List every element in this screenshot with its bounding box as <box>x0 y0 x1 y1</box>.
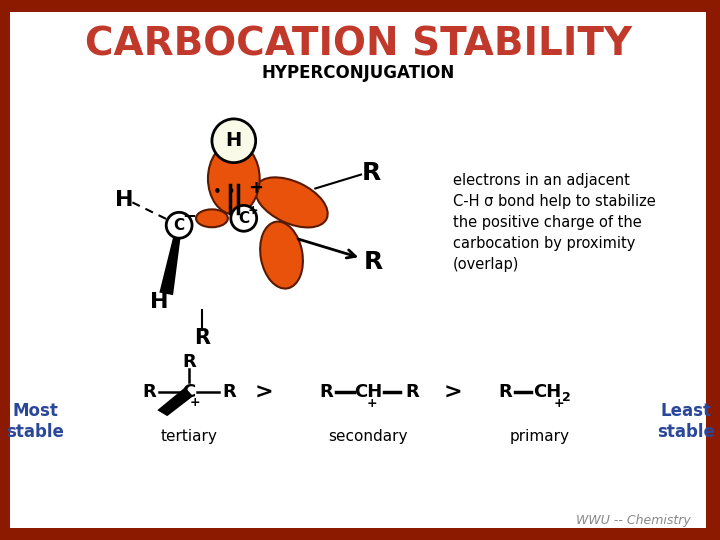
Text: WWU -- Chemistry: WWU -- Chemistry <box>576 514 691 527</box>
Text: +: + <box>248 204 258 217</box>
Text: HYPERCONJUGATION: HYPERCONJUGATION <box>261 64 455 82</box>
Circle shape <box>212 119 256 163</box>
Text: the positive charge of the: the positive charge of the <box>452 215 642 230</box>
Text: R: R <box>194 328 210 348</box>
Text: R: R <box>222 383 235 401</box>
Text: −: − <box>182 206 196 224</box>
Text: +: + <box>190 396 200 409</box>
Ellipse shape <box>255 177 328 227</box>
Text: C: C <box>238 211 249 226</box>
Text: (overlap): (overlap) <box>452 256 519 272</box>
Text: C: C <box>182 383 196 401</box>
Text: +: + <box>248 179 264 198</box>
Text: Least
stable: Least stable <box>657 402 715 441</box>
Text: CH: CH <box>533 383 561 401</box>
Ellipse shape <box>196 210 228 227</box>
Circle shape <box>166 212 192 238</box>
Polygon shape <box>157 387 193 416</box>
Text: R: R <box>364 250 382 274</box>
Text: R: R <box>182 354 196 372</box>
Text: • •: • • <box>212 185 235 200</box>
Polygon shape <box>159 225 182 295</box>
Text: C: C <box>174 218 185 233</box>
Text: R: R <box>143 383 156 401</box>
Text: +: + <box>366 397 377 410</box>
Text: +: + <box>554 397 564 410</box>
Text: R: R <box>361 160 381 185</box>
Text: CH: CH <box>354 383 382 401</box>
Circle shape <box>231 205 256 231</box>
Text: H: H <box>225 131 242 150</box>
Text: H: H <box>115 191 134 211</box>
Text: R: R <box>498 383 512 401</box>
Text: R: R <box>320 383 333 401</box>
Ellipse shape <box>260 221 303 288</box>
Text: Most
stable: Most stable <box>6 402 64 441</box>
Text: CARBOCATION STABILITY: CARBOCATION STABILITY <box>84 25 631 63</box>
Text: H: H <box>150 292 168 312</box>
Text: tertiary: tertiary <box>161 429 217 443</box>
Text: >: > <box>254 382 273 402</box>
Text: electrons in an adjacent: electrons in an adjacent <box>452 173 629 188</box>
Text: C-H σ bond help to stabilize: C-H σ bond help to stabilize <box>452 194 655 209</box>
Text: >: > <box>444 382 462 402</box>
Text: 2: 2 <box>562 391 571 404</box>
Text: primary: primary <box>510 429 570 443</box>
Text: secondary: secondary <box>328 429 408 443</box>
Text: carbocation by proximity: carbocation by proximity <box>452 235 635 251</box>
Text: R: R <box>405 383 418 401</box>
Ellipse shape <box>208 143 260 214</box>
